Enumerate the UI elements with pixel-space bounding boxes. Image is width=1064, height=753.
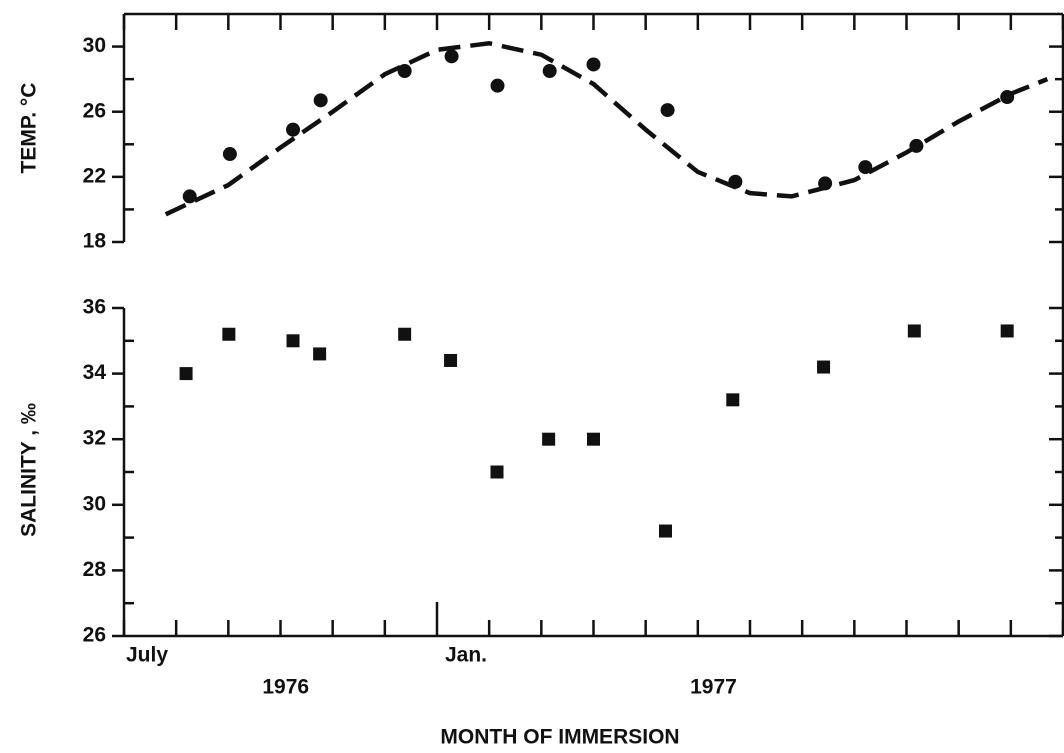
point: [542, 432, 556, 446]
point: [490, 465, 504, 479]
point: [313, 93, 328, 108]
point: [658, 524, 672, 538]
y-tick-label: 18: [83, 230, 107, 253]
y-tick-label: 26: [83, 624, 106, 647]
y-tick-label: 28: [83, 558, 107, 581]
point: [182, 189, 197, 204]
point: [397, 64, 412, 78]
point: [444, 353, 458, 367]
point: [542, 64, 557, 78]
point: [222, 147, 237, 162]
point: [490, 78, 505, 93]
point: [660, 103, 675, 118]
point: [313, 347, 327, 361]
x-tick-label: Jan.: [445, 644, 487, 667]
y-tick-label: 32: [83, 427, 106, 450]
point: [726, 393, 740, 407]
y-tick-label: 26: [83, 99, 106, 122]
point: [179, 367, 193, 381]
x-axis-label: MONTH OF IMMERSION: [440, 726, 679, 749]
y-tick-label: 30: [83, 492, 106, 515]
x-tick-label: July: [126, 644, 168, 667]
y-axis-label: TEMP. °C: [18, 83, 41, 174]
y-tick-label: 30: [83, 34, 106, 57]
y-tick-label: 34: [83, 361, 107, 384]
year-label: 1976: [262, 676, 309, 699]
point: [586, 57, 601, 72]
point: [1000, 324, 1014, 338]
fit-curve: [164, 41, 1049, 217]
point: [907, 324, 921, 338]
y-tick-label: 36: [83, 296, 106, 319]
point: [587, 432, 600, 446]
year-label: 1977: [690, 676, 737, 699]
y-axis-label: SALINITY , ‰: [18, 403, 41, 537]
point: [286, 334, 300, 348]
point: [398, 327, 412, 341]
point: [222, 327, 236, 341]
point: [817, 360, 831, 374]
y-tick-label: 22: [83, 164, 106, 187]
point: [444, 49, 459, 64]
point: [286, 122, 301, 137]
